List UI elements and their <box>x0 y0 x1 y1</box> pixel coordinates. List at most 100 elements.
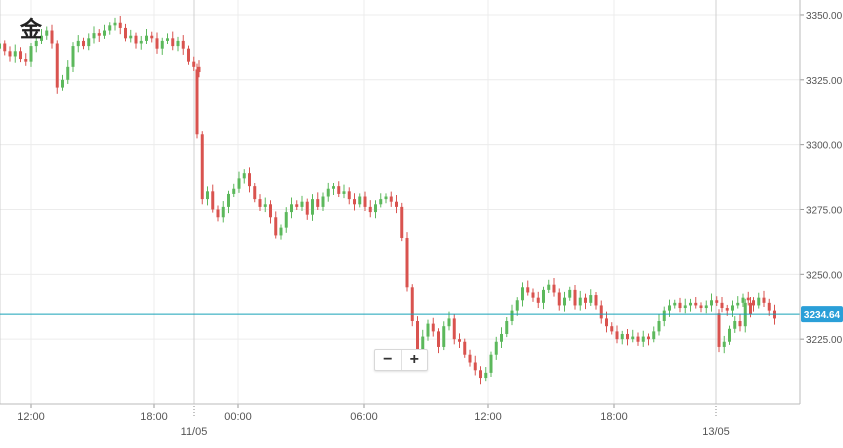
candle-body <box>45 30 49 36</box>
candle-up <box>426 319 430 341</box>
candle-up <box>279 224 283 240</box>
candle-up <box>103 24 106 39</box>
candle-down <box>762 290 766 308</box>
candle-body <box>216 209 220 218</box>
candle-body <box>599 305 603 319</box>
candle-down <box>767 298 771 316</box>
candle-body <box>728 328 731 342</box>
price-axis[interactable]: 3350.00 3325.00 3300.00 3275.00 3250.00 3225.… <box>799 0 843 404</box>
candle-body <box>458 339 461 342</box>
x-tick-label: 18:00 <box>140 411 168 423</box>
candle-down <box>258 194 262 212</box>
candle-body <box>269 204 272 218</box>
candle-down <box>557 288 561 311</box>
x-tick-label: 06:00 <box>350 411 378 423</box>
candle-up <box>0 43 1 49</box>
candle-up <box>500 327 503 348</box>
candle-up <box>129 29 133 43</box>
candle-body <box>641 336 645 342</box>
candle-body <box>463 341 467 355</box>
candle-down <box>468 349 472 367</box>
candle-down <box>155 32 159 54</box>
candle-up <box>689 298 692 312</box>
candle-up <box>92 26 96 44</box>
candle-body <box>113 22 117 26</box>
candle-body <box>192 61 196 67</box>
candle-down <box>389 191 393 207</box>
candle-down <box>187 45 190 65</box>
candle-body <box>752 300 755 306</box>
candle-body <box>594 295 598 306</box>
time-axis[interactable]: 12:00 18:00 00:00 06:00 12:00 18:00 11/05 13/05 <box>0 403 800 438</box>
candle-body <box>66 66 70 80</box>
candle-down <box>773 304 776 325</box>
candle-body <box>746 297 750 301</box>
candle-up <box>547 279 551 293</box>
candle-up <box>145 28 148 45</box>
candle-body <box>24 59 28 62</box>
candle-up <box>221 201 225 223</box>
candle-up <box>374 200 377 219</box>
candle-body <box>416 321 419 350</box>
candle-down <box>738 314 742 332</box>
candle-down <box>337 181 341 198</box>
x-tick-label: 12:00 <box>474 411 502 423</box>
candle-up <box>139 35 143 50</box>
candle-up <box>736 296 740 309</box>
candle-body <box>305 201 309 215</box>
date-label: 13/05 <box>702 426 730 438</box>
candle-down <box>150 31 154 43</box>
candle-body <box>242 173 246 179</box>
candle-down <box>458 333 461 348</box>
candle-body <box>395 201 398 207</box>
zoom-out-button[interactable]: − <box>383 351 393 368</box>
candle-body <box>92 33 96 39</box>
candle-down <box>452 314 456 345</box>
candle-down <box>431 317 435 337</box>
candle-up <box>160 37 164 55</box>
y-tick-label: 3350.00 <box>806 11 843 22</box>
candle-up <box>290 197 293 219</box>
candle-body <box>166 38 169 41</box>
candle-down <box>437 328 440 354</box>
candle-body <box>678 302 682 309</box>
candle-body <box>494 341 498 355</box>
candle-down <box>626 329 629 346</box>
candle-down <box>694 297 698 309</box>
candle-up <box>505 316 509 338</box>
candle-up <box>242 169 246 184</box>
candle-up <box>620 330 624 345</box>
candle-body <box>248 173 251 187</box>
candle-body <box>129 35 133 39</box>
candle-body <box>584 297 587 303</box>
candle-down <box>197 60 201 78</box>
zoom-in-button[interactable]: + <box>400 350 428 370</box>
candle-body <box>757 297 761 306</box>
y-tick-label: 3325.00 <box>806 76 843 87</box>
candle-up <box>489 351 493 378</box>
candle-body <box>452 318 456 340</box>
candle-body <box>363 196 367 207</box>
candle-up <box>326 182 330 202</box>
candle-body <box>731 305 734 311</box>
price-badge <box>801 306 843 323</box>
candle-up <box>66 60 70 84</box>
candle-body <box>326 188 330 197</box>
candle-up <box>494 336 498 360</box>
candle-up <box>657 314 661 336</box>
candle-body <box>489 354 493 373</box>
candle-up <box>652 326 656 343</box>
candle-up <box>284 207 288 233</box>
current-price-line: 3234.64 <box>0 306 843 323</box>
candle-up <box>515 297 519 316</box>
candle-body <box>197 66 201 73</box>
candle-body <box>725 308 729 311</box>
candle-body <box>61 79 64 88</box>
candle-body <box>421 336 425 350</box>
candle-up <box>176 36 180 52</box>
candle-body <box>484 372 488 379</box>
candle-body <box>568 289 572 298</box>
y-tick-label: 3225.00 <box>806 335 843 346</box>
